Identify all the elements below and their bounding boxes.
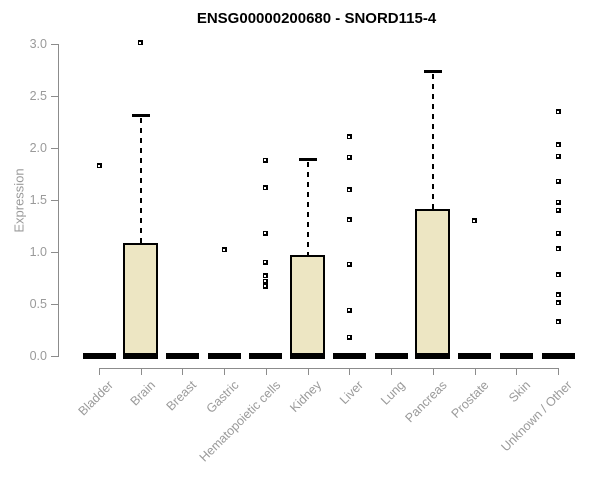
- y-axis-tick: [51, 304, 58, 305]
- whisker-cap: [423, 70, 442, 74]
- outlier-point: [555, 142, 561, 148]
- x-axis-tick: [432, 368, 434, 375]
- x-axis-tick-label-pancreas: Pancreas: [402, 378, 450, 426]
- zero-bar-prostate: [458, 353, 492, 359]
- y-axis-tick: [51, 200, 58, 201]
- outlier-point: [555, 207, 561, 213]
- y-axis-tick-label: 1.0: [29, 245, 47, 259]
- outlier-point: [555, 199, 561, 205]
- outlier-point: [346, 307, 352, 313]
- x-axis-tick-label-breast: Breast: [163, 378, 200, 414]
- outlier-point: [472, 218, 478, 224]
- outlier-point: [138, 40, 144, 46]
- outlier-point: [346, 134, 352, 140]
- x-axis-tick-label-liver: Liver: [337, 378, 367, 408]
- x-axis-tick: [391, 368, 393, 375]
- x-axis-tick-label-bladder: Bladder: [75, 378, 116, 419]
- outlier-point: [263, 185, 269, 191]
- x-axis-tick: [224, 368, 226, 375]
- x-axis-tick: [265, 368, 267, 375]
- x-axis-tick-label-kidney: Kidney: [287, 378, 325, 415]
- outlier-point: [263, 283, 269, 289]
- zero-bar-hematopoietic-cells: [249, 353, 283, 359]
- outlier-point: [96, 163, 102, 169]
- outlier-point: [555, 246, 561, 252]
- zero-bar-lung: [374, 353, 408, 359]
- y-axis-tick-label: 0.0: [29, 349, 47, 363]
- whisker-line: [139, 117, 142, 243]
- outlier-point: [555, 178, 561, 184]
- x-axis-tick-label-hematopoietic-cells: Hematopoietic cells: [196, 378, 283, 465]
- outlier-point: [346, 261, 352, 267]
- zero-bar-gastric: [207, 353, 241, 359]
- outlier-point: [263, 259, 269, 265]
- x-axis-tick: [349, 368, 351, 375]
- x-axis-tick-label-gastric: Gastric: [203, 378, 242, 416]
- y-axis-tick: [51, 96, 58, 97]
- x-axis-tick-label-skin: Skin: [506, 378, 534, 406]
- outlier-point: [555, 153, 561, 159]
- y-axis-tick-label: 2.0: [29, 141, 47, 155]
- box-kidney: [290, 255, 326, 356]
- x-axis-tick-label-prostate: Prostate: [448, 378, 492, 421]
- y-axis-tick: [51, 44, 58, 45]
- median-bar: [123, 353, 159, 359]
- outlier-point: [346, 187, 352, 193]
- x-axis-line: [99, 368, 559, 369]
- y-axis-tick: [51, 148, 58, 149]
- y-axis-tick: [51, 252, 58, 253]
- outlier-point: [555, 319, 561, 325]
- x-axis-tick: [140, 368, 142, 375]
- whisker-line: [306, 162, 309, 256]
- x-axis-tick: [182, 368, 184, 375]
- x-axis-tick-label-brain: Brain: [127, 378, 158, 409]
- outlier-point: [263, 273, 269, 279]
- x-axis-tick: [516, 368, 518, 375]
- outlier-point: [346, 154, 352, 160]
- x-axis-tick-label-lung: Lung: [378, 378, 408, 408]
- zero-bar-skin: [499, 353, 533, 359]
- outlier-point: [555, 109, 561, 115]
- box-pancreas: [415, 209, 451, 356]
- outlier-point: [555, 292, 561, 298]
- median-bar: [415, 353, 451, 359]
- y-axis-tick-label: 1.5: [29, 193, 47, 207]
- outlier-point: [555, 272, 561, 278]
- outlier-point: [263, 278, 269, 284]
- zero-bar-liver: [332, 353, 366, 359]
- zero-bar-breast: [165, 353, 199, 359]
- outlier-point: [263, 157, 269, 163]
- x-axis-tick: [99, 368, 100, 375]
- y-axis-tick-label: 0.5: [29, 297, 47, 311]
- zero-bar-bladder: [82, 353, 116, 359]
- y-axis-tick-label: 2.5: [29, 89, 47, 103]
- whisker-cap: [131, 113, 150, 117]
- median-bar: [290, 353, 326, 359]
- y-axis-tick-label: 3.0: [29, 37, 47, 51]
- x-axis-tick: [474, 368, 476, 375]
- outlier-point: [346, 334, 352, 340]
- y-axis-line: [58, 44, 59, 357]
- y-axis-tick: [51, 356, 58, 357]
- box-brain: [123, 242, 159, 356]
- zero-bar-unknown-other: [541, 353, 575, 359]
- whisker-cap: [298, 158, 317, 162]
- outlier-point: [263, 230, 269, 236]
- x-axis-tick: [558, 368, 559, 375]
- whisker-line: [431, 74, 434, 210]
- outlier-point: [555, 300, 561, 306]
- outlier-point: [555, 230, 561, 236]
- chart-title: ENSG00000200680 - SNORD115-4: [196, 10, 437, 27]
- outlier-point: [346, 217, 352, 223]
- x-axis-tick: [307, 368, 309, 375]
- outlier-point: [221, 247, 227, 253]
